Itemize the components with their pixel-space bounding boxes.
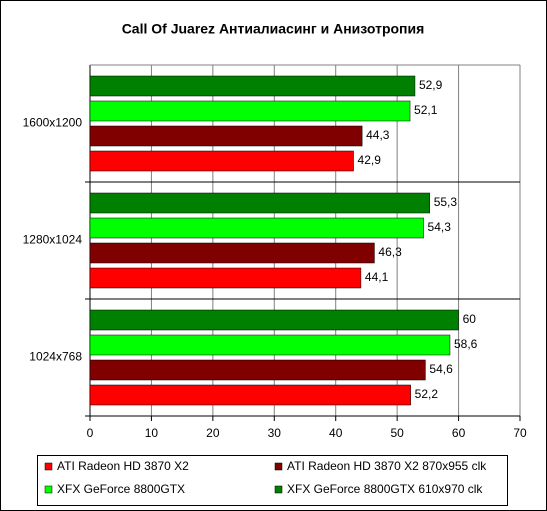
legend-swatch (274, 485, 283, 494)
bar (89, 334, 451, 356)
legend-swatch (44, 462, 53, 471)
bar (89, 75, 416, 97)
data-label: 42,9 (358, 153, 382, 167)
bar (89, 150, 354, 172)
x-tick-label: 0 (87, 426, 94, 440)
bar (89, 242, 375, 264)
chart-title: Call Of Juarez Антиалиасинг и Анизотропи… (122, 21, 425, 37)
legend-label: XFX GeForce 8800GTX 610x970 clk (287, 482, 483, 496)
legend-label: ATI Radeon HD 3870 X2 (57, 459, 189, 473)
plot-area (90, 65, 520, 416)
y-tick-label: 1600x1200 (23, 116, 83, 130)
data-label: 58,6 (454, 337, 478, 351)
legend-swatch (44, 485, 53, 494)
legend-swatch (274, 462, 283, 471)
bar (89, 192, 430, 214)
bar (89, 309, 459, 331)
bar (89, 384, 411, 406)
x-tick-label: 50 (390, 426, 404, 440)
legend-label: ATI Radeon HD 3870 X2 870x955 clk (287, 459, 487, 473)
data-label: 55,3 (434, 195, 458, 209)
data-label: 60 (463, 312, 477, 326)
data-label: 44,1 (365, 270, 389, 284)
data-label: 52,9 (419, 78, 443, 92)
y-tick-label: 1280x1024 (23, 233, 83, 247)
data-label: 52,2 (415, 387, 439, 401)
bar (89, 217, 424, 239)
data-label: 44,3 (366, 128, 390, 142)
data-label: 54,6 (429, 362, 453, 376)
legend-box (37, 455, 508, 506)
x-tick-label: 20 (206, 426, 220, 440)
bar (89, 267, 362, 289)
x-tick-label: 60 (452, 426, 466, 440)
data-label: 54,3 (428, 220, 452, 234)
bar (89, 125, 363, 147)
x-tick-label: 40 (329, 426, 343, 440)
x-tick-label: 10 (145, 426, 159, 440)
x-tick-label: 70 (513, 426, 527, 440)
bar (89, 100, 411, 122)
data-label: 46,3 (378, 245, 402, 259)
data-label: 52,1 (414, 103, 438, 117)
legend-label: XFX GeForce 8800GTX (57, 482, 185, 496)
bar (89, 359, 426, 381)
y-tick-label: 1024x768 (29, 350, 82, 364)
x-tick-label: 30 (268, 426, 282, 440)
